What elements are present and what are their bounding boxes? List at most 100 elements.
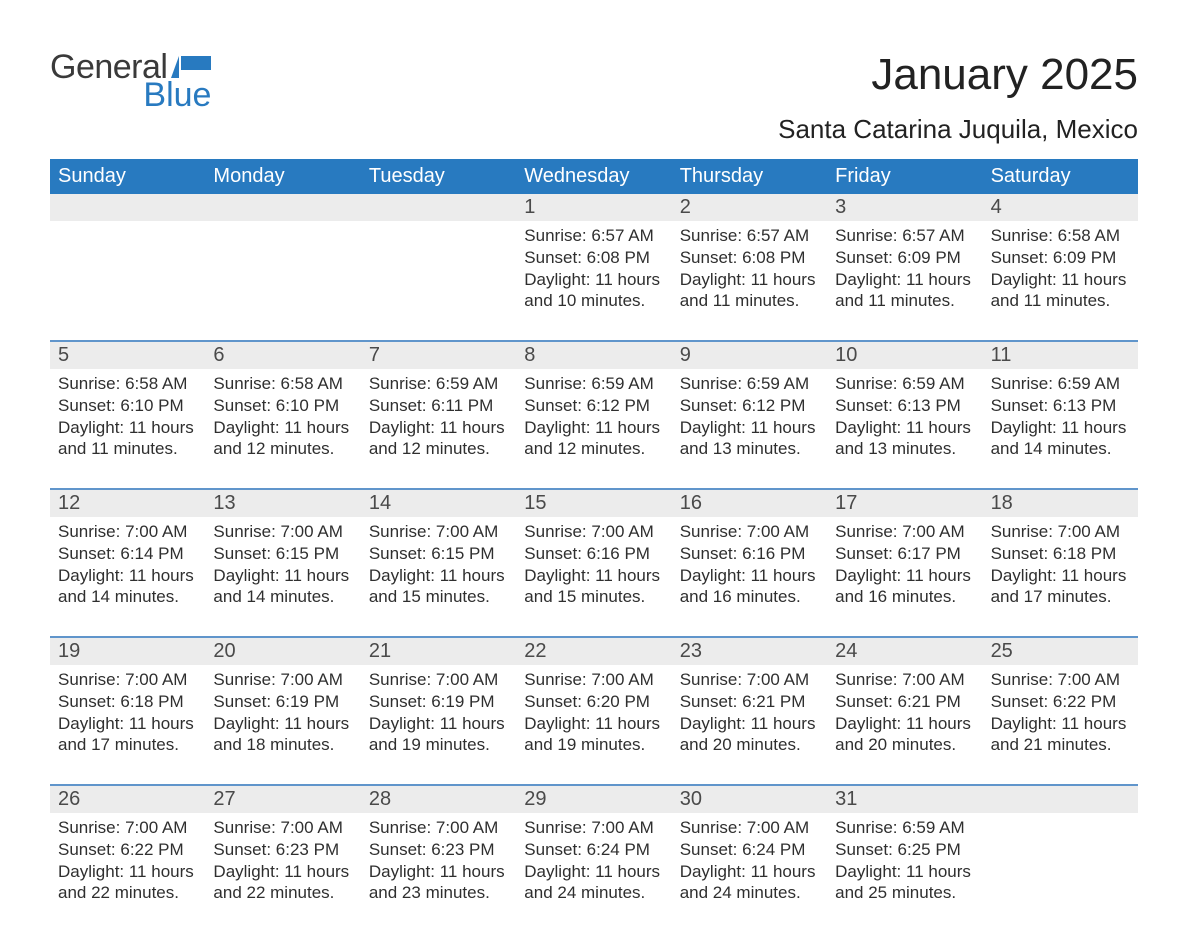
day-number: 30 <box>672 786 827 813</box>
details-row: Sunrise: 6:57 AMSunset: 6:08 PMDaylight:… <box>50 221 1138 320</box>
day-number: 19 <box>50 638 205 665</box>
daylight-text-2: and 15 minutes. <box>369 586 508 608</box>
daylight-text-1: Daylight: 11 hours <box>524 861 663 883</box>
day-number: 6 <box>205 342 360 369</box>
sunset-text: Sunset: 6:09 PM <box>835 247 974 269</box>
sunset-text: Sunset: 6:12 PM <box>680 395 819 417</box>
daylight-text-2: and 10 minutes. <box>524 290 663 312</box>
day-number: 9 <box>672 342 827 369</box>
sunrise-text: Sunrise: 7:00 AM <box>524 669 663 691</box>
weekday-saturday: Saturday <box>983 159 1138 194</box>
day-details: Sunrise: 7:00 AMSunset: 6:14 PMDaylight:… <box>50 517 205 616</box>
daynum-row: 19202122232425 <box>50 638 1138 665</box>
daylight-text-2: and 11 minutes. <box>58 438 197 460</box>
daylight-text-1: Daylight: 11 hours <box>524 565 663 587</box>
daynum-row: 1234 <box>50 194 1138 221</box>
sunrise-text: Sunrise: 6:59 AM <box>991 373 1130 395</box>
daylight-text-2: and 21 minutes. <box>991 734 1130 756</box>
weekday-monday: Monday <box>205 159 360 194</box>
daynum-row: 567891011 <box>50 342 1138 369</box>
day-number: 31 <box>827 786 982 813</box>
day-details: Sunrise: 6:58 AMSunset: 6:10 PMDaylight:… <box>205 369 360 468</box>
details-row: Sunrise: 7:00 AMSunset: 6:18 PMDaylight:… <box>50 665 1138 764</box>
sunset-text: Sunset: 6:20 PM <box>524 691 663 713</box>
sunset-text: Sunset: 6:18 PM <box>58 691 197 713</box>
logo-text-blue: Blue <box>143 78 211 112</box>
day-number: 15 <box>516 490 671 517</box>
day-details: Sunrise: 7:00 AMSunset: 6:19 PMDaylight:… <box>361 665 516 764</box>
daylight-text-1: Daylight: 11 hours <box>835 565 974 587</box>
day-details: Sunrise: 6:59 AMSunset: 6:11 PMDaylight:… <box>361 369 516 468</box>
calendar-grid: Sunday Monday Tuesday Wednesday Thursday… <box>50 159 1138 912</box>
daylight-text-1: Daylight: 11 hours <box>58 861 197 883</box>
daylight-text-2: and 11 minutes. <box>991 290 1130 312</box>
day-number: 21 <box>361 638 516 665</box>
logo: General Blue <box>50 50 211 112</box>
sunset-text: Sunset: 6:24 PM <box>524 839 663 861</box>
day-number: 17 <box>827 490 982 517</box>
sunrise-text: Sunrise: 6:59 AM <box>524 373 663 395</box>
daylight-text-1: Daylight: 11 hours <box>213 713 352 735</box>
sunrise-text: Sunrise: 6:59 AM <box>835 373 974 395</box>
day-number: 2 <box>672 194 827 221</box>
daylight-text-2: and 22 minutes. <box>213 882 352 904</box>
day-details: Sunrise: 6:59 AMSunset: 6:13 PMDaylight:… <box>827 369 982 468</box>
day-details <box>983 813 1138 912</box>
month-title: January 2025 <box>778 50 1138 100</box>
day-details: Sunrise: 7:00 AMSunset: 6:24 PMDaylight:… <box>516 813 671 912</box>
sunset-text: Sunset: 6:13 PM <box>991 395 1130 417</box>
sunrise-text: Sunrise: 7:00 AM <box>213 669 352 691</box>
daylight-text-1: Daylight: 11 hours <box>835 417 974 439</box>
sunrise-text: Sunrise: 7:00 AM <box>213 521 352 543</box>
daylight-text-1: Daylight: 11 hours <box>369 713 508 735</box>
day-details <box>205 221 360 320</box>
daylight-text-2: and 18 minutes. <box>213 734 352 756</box>
daylight-text-1: Daylight: 11 hours <box>991 269 1130 291</box>
sunrise-text: Sunrise: 7:00 AM <box>680 669 819 691</box>
day-number <box>361 194 516 221</box>
day-details: Sunrise: 7:00 AMSunset: 6:15 PMDaylight:… <box>361 517 516 616</box>
sunrise-text: Sunrise: 6:57 AM <box>835 225 974 247</box>
sunrise-text: Sunrise: 7:00 AM <box>680 817 819 839</box>
day-details: Sunrise: 7:00 AMSunset: 6:16 PMDaylight:… <box>672 517 827 616</box>
weekday-sunday: Sunday <box>50 159 205 194</box>
daylight-text-1: Daylight: 11 hours <box>369 565 508 587</box>
day-details: Sunrise: 6:58 AMSunset: 6:09 PMDaylight:… <box>983 221 1138 320</box>
daylight-text-1: Daylight: 11 hours <box>991 417 1130 439</box>
daylight-text-2: and 19 minutes. <box>524 734 663 756</box>
sunrise-text: Sunrise: 7:00 AM <box>58 817 197 839</box>
day-details: Sunrise: 6:57 AMSunset: 6:08 PMDaylight:… <box>672 221 827 320</box>
weeks-container: 1234Sunrise: 6:57 AMSunset: 6:08 PMDayli… <box>50 194 1138 912</box>
sunset-text: Sunset: 6:15 PM <box>213 543 352 565</box>
daylight-text-2: and 12 minutes. <box>524 438 663 460</box>
daylight-text-2: and 16 minutes. <box>835 586 974 608</box>
day-details: Sunrise: 7:00 AMSunset: 6:22 PMDaylight:… <box>983 665 1138 764</box>
sunrise-text: Sunrise: 6:59 AM <box>835 817 974 839</box>
weekday-thursday: Thursday <box>672 159 827 194</box>
header: General Blue January 2025 Santa Catarina… <box>50 50 1138 145</box>
sunset-text: Sunset: 6:12 PM <box>524 395 663 417</box>
daylight-text-1: Daylight: 11 hours <box>835 269 974 291</box>
daylight-text-1: Daylight: 11 hours <box>58 565 197 587</box>
sunset-text: Sunset: 6:16 PM <box>524 543 663 565</box>
weekday-friday: Friday <box>827 159 982 194</box>
daylight-text-2: and 14 minutes. <box>213 586 352 608</box>
day-details <box>361 221 516 320</box>
day-number: 18 <box>983 490 1138 517</box>
week-row: 262728293031Sunrise: 7:00 AMSunset: 6:22… <box>50 784 1138 912</box>
weekday-header: Sunday Monday Tuesday Wednesday Thursday… <box>50 159 1138 194</box>
calendar-page: General Blue January 2025 Santa Catarina… <box>0 0 1188 932</box>
daylight-text-1: Daylight: 11 hours <box>680 861 819 883</box>
sunrise-text: Sunrise: 6:58 AM <box>213 373 352 395</box>
daylight-text-1: Daylight: 11 hours <box>991 565 1130 587</box>
daylight-text-1: Daylight: 11 hours <box>58 417 197 439</box>
sunrise-text: Sunrise: 7:00 AM <box>58 669 197 691</box>
daylight-text-1: Daylight: 11 hours <box>524 713 663 735</box>
sunrise-text: Sunrise: 7:00 AM <box>991 521 1130 543</box>
daylight-text-2: and 17 minutes. <box>991 586 1130 608</box>
sunrise-text: Sunrise: 7:00 AM <box>369 521 508 543</box>
day-number <box>50 194 205 221</box>
sunset-text: Sunset: 6:11 PM <box>369 395 508 417</box>
title-block: January 2025 Santa Catarina Juquila, Mex… <box>778 50 1138 145</box>
daylight-text-2: and 17 minutes. <box>58 734 197 756</box>
